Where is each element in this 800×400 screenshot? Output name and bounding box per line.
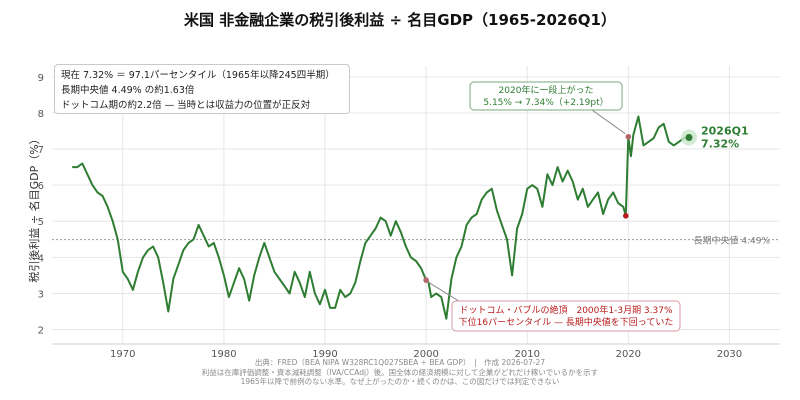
summary-box: 現在 7.32% ＝ 97.1パーセンタイル（1965年以降245四半期） 長期… <box>54 64 350 114</box>
dotcom-callout-line1: ドットコム・バブルの絶頂 2000年1-3月期 3.37% <box>459 304 673 316</box>
dotcom-callout-arrow <box>427 281 463 304</box>
covid-jump-marker <box>625 133 632 140</box>
covid-callout-line2: 5.15% → 7.34%（+2.19pt） <box>483 97 608 108</box>
x-tick-label: 2010 <box>514 349 539 360</box>
footer-note-2: 1965年以降で前例のない水準。なぜ上がったのか・続くのかは、この図だけでは判定… <box>240 377 560 386</box>
dotcom-callout-box <box>451 300 681 332</box>
x-tick-label: 1980 <box>211 349 236 360</box>
y-tick-label: 6 <box>38 181 44 192</box>
covid-callout-line1: 2020年に一段上がった <box>499 84 594 96</box>
summary-line-dotcom: ドットコム期の約2.2倍 — 当時とは収益力の位置が正反対 <box>61 100 311 111</box>
axes: 2 3 4 5 6 7 8 9 1970 1980 1990 2000 2010 2020 2030 <box>38 73 780 360</box>
y-axis-label: 税引後利益 ÷ 名目GDP（%） <box>27 133 41 282</box>
covid-callout-arrow <box>591 109 626 135</box>
y-tick-label: 8 <box>38 109 44 120</box>
x-tick-label: 1970 <box>110 349 135 360</box>
x-tick-label: 2020 <box>616 349 641 360</box>
y-tick-label: 9 <box>38 73 44 84</box>
summary-line-current: 現在 7.32% ＝ 97.1パーセンタイル（1965年以降245四半期） <box>61 70 335 81</box>
covid-start-marker <box>623 213 629 219</box>
footer-note-1: 利益は在庫評価調整・資本減耗調整（IVA/CCAdj）後。国全体の経済規模に対し… <box>201 367 599 377</box>
y-tick-label: 5 <box>38 217 44 228</box>
dotcom-marker <box>423 277 429 283</box>
y-tick-label: 7 <box>38 145 44 156</box>
y-tick-label: 3 <box>38 289 44 300</box>
series-line <box>72 115 690 320</box>
footer-source: 出典：FRED（BEA NIPA W328RC1Q027SBEA ÷ BEA G… <box>254 358 546 367</box>
x-tick-label: 2000 <box>413 349 438 360</box>
x-tick-label: 1990 <box>312 349 337 360</box>
covid-callout-box <box>469 81 623 111</box>
x-tick-label: 2030 <box>717 349 742 360</box>
y-tick-label: 2 <box>38 326 44 337</box>
last-point-marker <box>685 133 693 141</box>
series <box>72 115 690 320</box>
last-point-label: 2026Q1 <box>701 124 749 137</box>
y-tick-label: 4 <box>38 253 44 264</box>
last-point-value: 7.32% <box>701 137 739 150</box>
chart-title: 米国 非金融企業の税引後利益 ÷ 名目GDP（1965-2026Q1） <box>184 11 616 29</box>
median-label: 長期中央値 4.49% <box>694 235 771 247</box>
chart-footer: 出典：FRED（BEA NIPA W328RC1Q027SBEA ÷ BEA G… <box>0 358 800 387</box>
median-line-group: 長期中央値 4.49% <box>52 235 780 247</box>
dotcom-callout-line2: 下位16パーセンタイル — 長期中央値を下回っていた <box>459 316 674 328</box>
summary-line-median: 長期中央値 4.49% の約1.63倍 <box>61 85 195 96</box>
